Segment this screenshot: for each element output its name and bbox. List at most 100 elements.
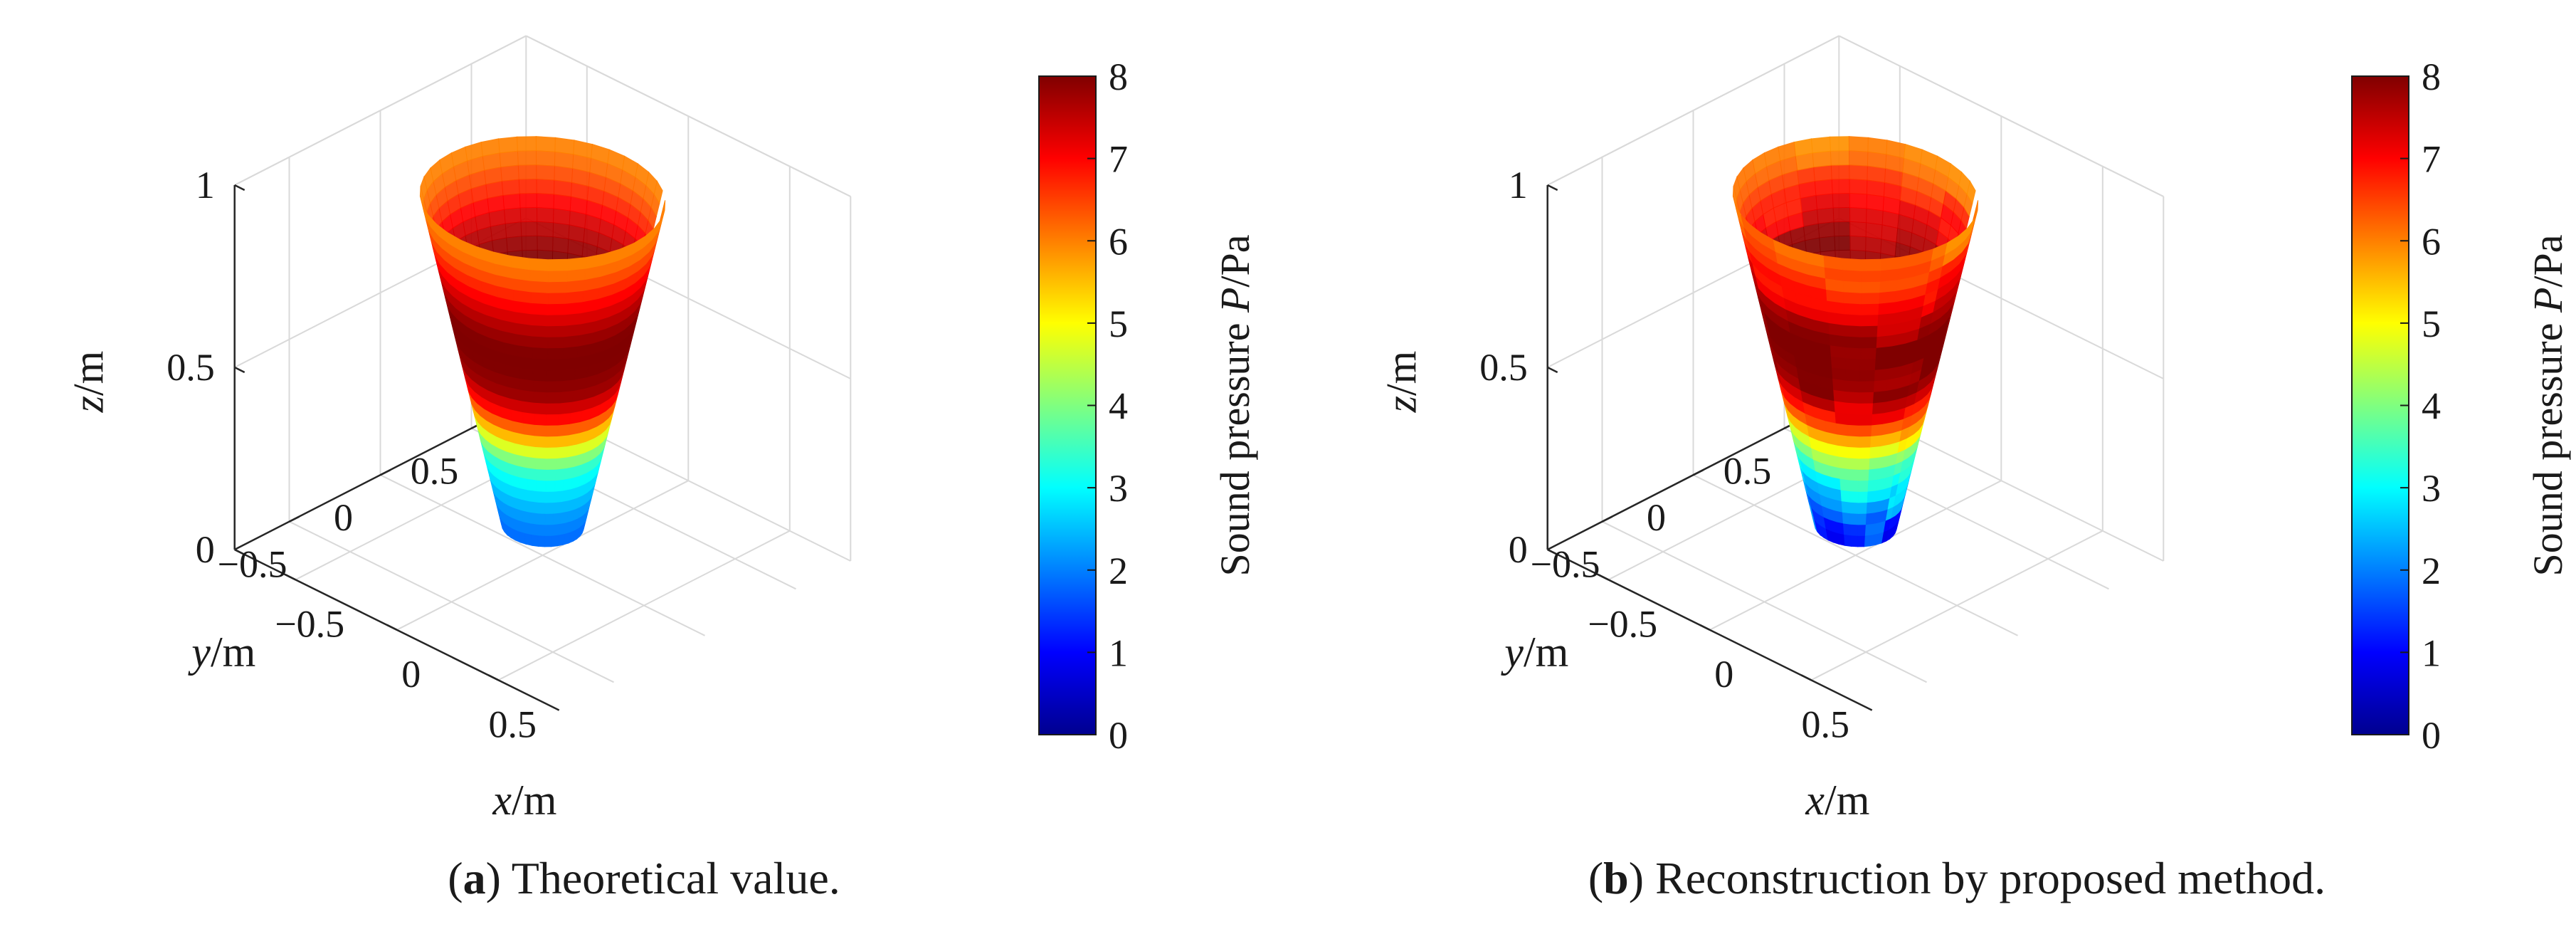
z-tick-label: 0.5 — [1479, 346, 1528, 389]
surface-patch — [537, 513, 546, 525]
surface-patch — [554, 468, 566, 481]
colorbar-tick-label: 2 — [2422, 550, 2441, 592]
surface-patch — [556, 445, 569, 459]
surface-patch — [503, 207, 522, 224]
surface-patch — [546, 435, 559, 448]
surface-patch — [1857, 513, 1867, 525]
surface-patch — [1866, 179, 1886, 197]
surface-patch — [1865, 236, 1882, 253]
panel-a: 0 0.5 1 −0.5 0 0.5 0.5 0 −0.5 x/m y/m z/… — [65, 35, 1258, 903]
surface-patch — [536, 206, 554, 224]
surface-patch — [1834, 235, 1851, 251]
surface-patch — [1835, 510, 1844, 524]
x-tick — [386, 624, 398, 631]
x-tick — [1699, 624, 1711, 631]
colorbar-tick-label: 7 — [2422, 138, 2441, 181]
grid-edge — [1547, 35, 1839, 186]
surface-patch — [1848, 136, 1869, 152]
surface-patch — [547, 336, 564, 349]
surface-patch — [1835, 411, 1849, 425]
surface-patch — [1845, 357, 1862, 371]
surface-patch — [1817, 221, 1835, 238]
surface-patch — [499, 150, 519, 168]
surface-patch — [1834, 400, 1848, 414]
surface-patch — [1847, 446, 1860, 459]
surface-patch — [528, 500, 538, 514]
surface-patch — [530, 302, 549, 315]
surface-patch — [1832, 192, 1851, 209]
colorbar-tick-label: 8 — [2422, 56, 2441, 98]
x-tick-label: 0 — [401, 653, 421, 696]
surface-patch — [1816, 207, 1835, 224]
surface-patch — [1843, 291, 1862, 305]
colorbar-tick-label: 5 — [1109, 303, 1128, 345]
surface-patch — [548, 270, 569, 283]
surface-patch — [1859, 380, 1874, 393]
y-tick-label: 0 — [334, 496, 353, 539]
surface-patch — [502, 193, 521, 210]
surface-patch — [517, 150, 537, 166]
surface-patch — [500, 164, 519, 182]
grid-line — [289, 520, 614, 683]
surface-patch — [564, 312, 582, 326]
y-tick — [379, 469, 391, 476]
z-tick — [234, 366, 246, 374]
surface-patch — [1843, 302, 1862, 315]
surface-patch — [1860, 336, 1877, 349]
surface-patch — [529, 511, 539, 525]
surface-patch — [555, 456, 567, 470]
surface-patch — [536, 164, 555, 181]
surface-patch — [1815, 193, 1834, 210]
surface-patch — [1873, 367, 1889, 382]
surface-patch — [1867, 165, 1886, 183]
surface-patch — [1880, 256, 1901, 271]
surface-patch — [1860, 303, 1879, 315]
surface-patch — [544, 490, 555, 503]
surface-patch — [1836, 434, 1849, 448]
x-tick-label: 0.5 — [1801, 703, 1849, 745]
surface-patch — [544, 524, 553, 536]
colorbar — [2351, 75, 2409, 735]
surface-patch — [547, 303, 566, 315]
surface-patch — [1849, 192, 1868, 209]
surface-patch — [532, 335, 549, 349]
surface-patch — [1871, 412, 1884, 426]
surface-patch — [550, 534, 559, 547]
surface-patch — [1877, 301, 1896, 315]
surface-patch — [1859, 413, 1873, 426]
surface-patch — [534, 446, 547, 459]
surface-patch — [1847, 413, 1860, 426]
surface-patch — [544, 513, 554, 525]
surface-patch — [559, 379, 575, 392]
colorbar-tick-label: 1 — [1109, 631, 1128, 674]
surface-patch — [1857, 490, 1868, 503]
surface-patch — [536, 490, 547, 503]
surface-patch — [1872, 401, 1886, 415]
surface-patch — [556, 434, 569, 448]
surface-patch — [1844, 313, 1862, 327]
surface-patch — [551, 512, 561, 525]
surface-patch — [562, 335, 579, 348]
x-tick-label: 0 — [1714, 653, 1733, 696]
surface-patch — [1839, 478, 1850, 492]
surface-patch — [545, 458, 557, 470]
surface-patch — [1839, 467, 1850, 481]
colorbar-tick-label: 1 — [2422, 631, 2441, 674]
surface-patch — [1842, 511, 1852, 525]
surface-patch — [1861, 292, 1880, 305]
grid-line — [380, 474, 705, 636]
surface-patch — [563, 323, 581, 337]
surface-patch — [1846, 379, 1861, 393]
surface-patch — [547, 347, 564, 360]
surface-patch — [535, 468, 547, 481]
surface-patch — [535, 457, 547, 470]
surface-patch — [517, 164, 537, 180]
surface-patch — [1859, 391, 1874, 404]
surface-patch — [527, 489, 538, 503]
surface-patch — [1830, 164, 1850, 180]
cone-surface — [419, 136, 666, 547]
surface-patch — [1869, 445, 1881, 459]
y-axis-label: y/m — [1500, 629, 1568, 676]
surface-patch — [529, 523, 539, 536]
surface-patch — [1858, 458, 1870, 470]
